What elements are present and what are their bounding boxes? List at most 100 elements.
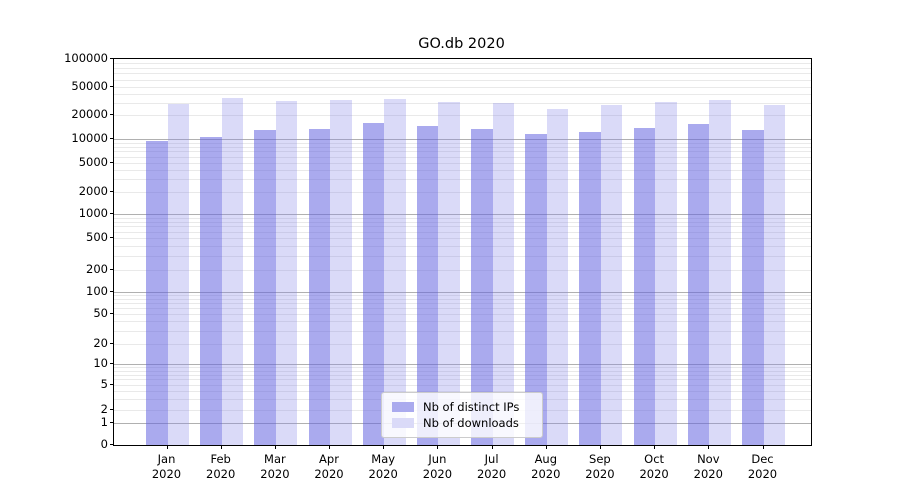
gridline-20000 [114,115,811,116]
gridline-9000 [114,142,811,144]
x-tick-mark-sep [599,445,601,449]
y-tick-mark-2 [110,409,114,410]
gridline-10000 [114,139,811,140]
legend-item: Nb of downloads [392,415,532,431]
gridline-2000 [114,192,811,193]
chart-title: GO.db 2020 [418,36,505,52]
x-tick-mark-oct [654,445,656,449]
legend: Nb of distinct IPs Nb of downloads [381,392,543,438]
x-tick-mark-apr [329,445,330,449]
x-tick-label-nov: Nov 2020 [693,452,723,481]
gridline-200 [114,270,811,271]
gridline-60000 [114,79,811,81]
y-tick-mark-2000 [110,191,114,192]
bar-sep-distinct-ips [579,132,601,445]
bar-jul-downloads [492,103,515,445]
bar-dec-downloads [763,104,785,445]
y-tick-mark-1 [110,422,114,423]
gridline-100 [114,292,811,293]
gridline-80000 [114,68,811,69]
bar-mar-downloads [275,101,298,445]
x-tick-mark-feb [220,445,222,449]
gridline-500 [114,238,811,239]
gridline-5000 [114,163,811,164]
gridline-9 [114,367,811,369]
y-tick-label-20000: 20000 [71,107,108,121]
bar-nov-downloads [709,100,731,445]
y-tick-label-50: 50 [93,306,108,320]
bar-apr-distinct-ips [308,128,330,445]
gridline-40000 [114,93,811,95]
x-tick-mark-may [383,445,385,449]
y-tick-label-200: 200 [86,262,108,276]
x-tick-mark-aug [545,445,547,449]
y-tick-mark-200 [110,269,114,270]
gridline-6000 [114,156,811,158]
gridline-6 [114,379,811,381]
bar-jan-downloads [167,104,189,445]
x-tick-mark-dec [762,445,764,449]
gridline-30 [114,330,811,332]
bar-sep-downloads [600,104,623,445]
y-tick-mark-10 [110,363,114,364]
x-tick-mark-jan [166,445,168,449]
y-tick-label-0: 0 [100,437,108,451]
gridline-400 [114,245,811,247]
y-tick-label-500: 500 [86,230,108,244]
legend-item: Nb of distinct IPs [392,399,532,415]
gridline-900 [114,217,811,219]
gridline-1000 [114,214,811,215]
y-tick-label-100000: 100000 [64,51,108,65]
y-tick-mark-50 [110,313,114,314]
x-tick-label-aug: Aug 2020 [531,452,561,481]
bar-jun-downloads [438,102,460,445]
gridline-600 [114,231,811,233]
gridline-50 [114,314,811,315]
gridline-5 [114,384,811,386]
legend-swatch-icon [392,402,414,412]
bar-jul-distinct-ips [471,128,493,445]
gridline-90000 [114,63,811,65]
y-tick-mark-10000 [110,138,114,139]
x-tick-label-jul: Jul 2020 [476,452,507,481]
y-tick-label-20: 20 [93,336,108,350]
y-tick-label-5: 5 [100,376,108,391]
legend-label: Nb of downloads [423,416,519,430]
gridline-8 [114,370,811,372]
gridline-20 [114,344,811,345]
gridline-800 [114,221,811,223]
x-tick-label-sep: Sep 2020 [585,452,615,481]
gridline-30000 [114,102,811,104]
gridline-10 [114,364,811,365]
bar-jan-distinct-ips [146,141,168,445]
gridline-60 [114,308,811,310]
bar-may-distinct-ips [362,122,385,445]
y-tick-label-10000: 10000 [71,131,108,145]
x-tick-mark-jun [437,445,439,449]
y-tick-mark-5000 [110,162,114,163]
plot-area [113,58,812,446]
y-tick-label-10: 10 [93,356,108,370]
y-tick-label-1: 1 [100,415,108,429]
x-tick-mark-nov [708,445,710,449]
gridline-50000 [114,87,811,88]
gridline-70 [114,303,811,305]
y-tick-label-5000: 5000 [78,155,108,169]
gridline-4 [114,390,811,392]
bar-feb-downloads [221,98,244,445]
x-tick-label-apr: Apr 2020 [314,452,344,481]
y-tick-label-100: 100 [86,284,108,298]
y-tick-mark-0 [110,444,114,445]
bar-apr-downloads [330,99,352,445]
y-tick-label-2000: 2000 [78,184,108,198]
bar-dec-distinct-ips [742,129,764,445]
bar-mar-distinct-ips [254,130,276,445]
bar-aug-distinct-ips [525,133,547,445]
gridline-3000 [114,179,811,181]
gridline-90 [114,295,811,297]
y-tick-mark-20000 [110,114,114,115]
y-tick-mark-5 [110,383,114,385]
bar-may-downloads [384,99,406,445]
gridline-7 [114,374,811,376]
